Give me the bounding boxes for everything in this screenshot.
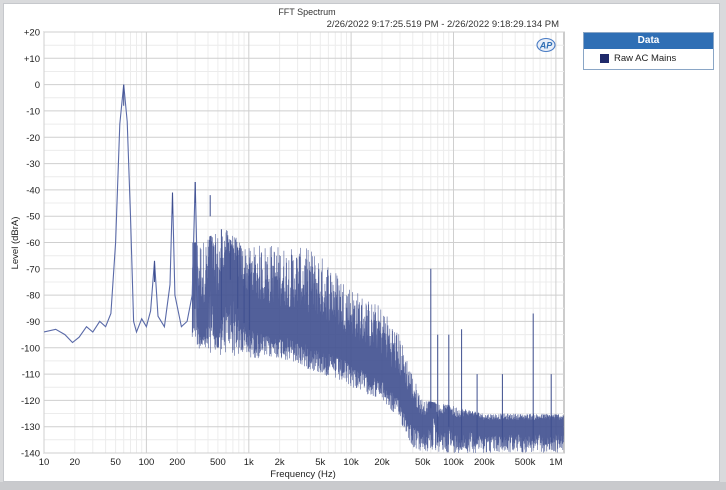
legend-swatch <box>600 54 609 63</box>
x-tick-label: 100k <box>443 457 464 468</box>
x-tick-label: 20 <box>70 457 81 468</box>
x-tick-label: 20k <box>374 457 390 468</box>
x-tick-label: 5k <box>315 457 325 468</box>
legend: Data Raw AC Mains <box>583 32 714 70</box>
window-bottom-strip <box>0 482 726 490</box>
legend-entry-raw-ac-mains[interactable]: Raw AC Mains <box>584 49 713 68</box>
legend-header: Data <box>584 33 713 49</box>
y-tick-label: -30 <box>26 159 40 170</box>
x-tick-label: 200k <box>474 457 495 468</box>
x-tick-label: 10 <box>39 457 50 468</box>
y-tick-label: -10 <box>26 106 40 117</box>
y-tick-label: -50 <box>26 212 40 223</box>
ap-logo: AP <box>536 37 556 53</box>
y-tick-label: -100 <box>21 343 40 354</box>
y-tick-label: -140 <box>21 449 40 460</box>
x-tick-label: 50 <box>110 457 121 468</box>
x-axis-label: Frequency (Hz) <box>270 469 335 480</box>
x-tick-label: 100 <box>138 457 154 468</box>
x-tick-label: 1M <box>549 457 562 468</box>
y-tick-label: -90 <box>26 317 40 328</box>
chart-timestamp: 2/26/2022 9:17:25.519 PM - 2/26/2022 9:1… <box>327 19 559 30</box>
y-tick-label: -80 <box>26 291 40 302</box>
chart-title: FFT Spectrum <box>278 7 335 17</box>
y-tick-label: -20 <box>26 133 40 144</box>
x-tick-label: 2k <box>275 457 285 468</box>
ap-logo-text: AP <box>539 40 553 50</box>
x-tick-label: 10k <box>343 457 359 468</box>
y-tick-label: -60 <box>26 238 40 249</box>
y-tick-label: 0 <box>35 80 40 91</box>
x-tick-label: 200 <box>169 457 185 468</box>
y-tick-label: +20 <box>24 28 40 39</box>
y-axis-label: Level (dBrA) <box>10 217 21 270</box>
x-tick-label: 50k <box>415 457 431 468</box>
x-tick-label: 500 <box>210 457 226 468</box>
y-tick-label: +10 <box>24 54 40 65</box>
series-raw-ac-mains-noise <box>191 230 564 453</box>
x-tick-label: 500k <box>515 457 536 468</box>
y-tick-label: -70 <box>26 264 40 275</box>
y-axis-ticks: +20 +10 0 -10 -20 -30 -40 -50 -60 -70 -80 -90 -100 -1… <box>21 28 40 460</box>
x-axis-ticks: 10 20 50 100 200 500 1k 2k 5k 10k 20k 50k 100k 200k 50… <box>39 457 563 468</box>
y-tick-label: -120 <box>21 396 40 407</box>
legend-entry-label: Raw AC Mains <box>614 53 677 64</box>
y-tick-label: -110 <box>22 370 40 381</box>
y-tick-label: -130 <box>21 422 40 433</box>
y-tick-label: -40 <box>26 185 40 196</box>
series-raw-ac-mains-peaks <box>123 84 552 443</box>
x-tick-label: 1k <box>244 457 254 468</box>
series-raw-ac-mains <box>44 84 199 344</box>
